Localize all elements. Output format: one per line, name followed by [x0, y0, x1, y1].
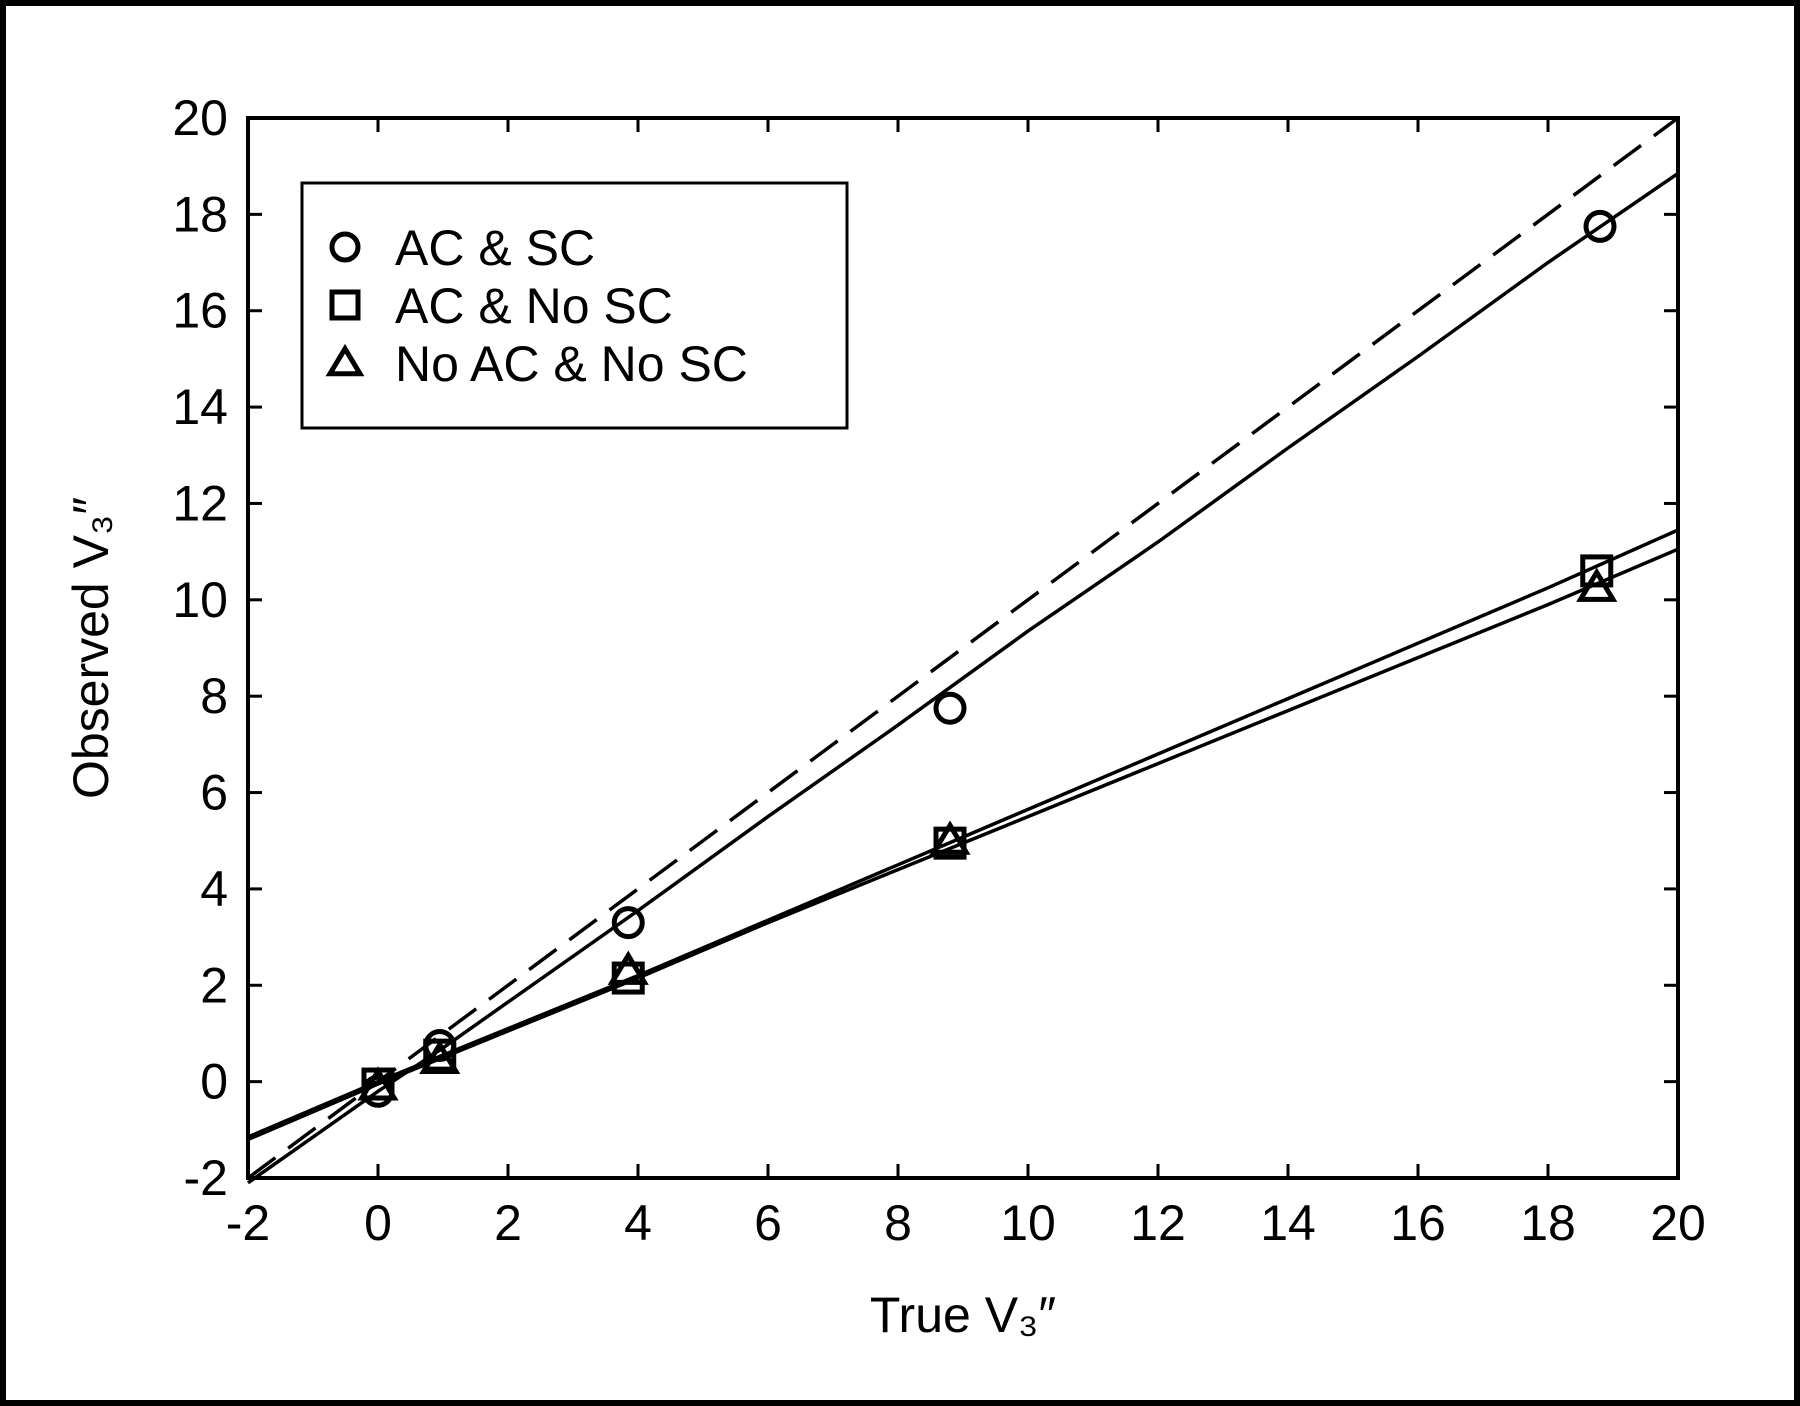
x-tick-label: 18: [1520, 1195, 1576, 1251]
circle-marker: [1583, 209, 1617, 243]
triangle-marker: [607, 950, 649, 985]
legend-square-icon: [329, 289, 361, 321]
circle-marker: [611, 906, 645, 940]
y-tick-label: 8: [200, 668, 228, 724]
y-tick-label: 6: [200, 765, 228, 821]
x-tick-label: 4: [624, 1195, 652, 1251]
x-axis-label: True V₃″: [870, 1287, 1056, 1343]
legend-label: AC & No SC: [395, 278, 673, 334]
triangle-marker: [419, 1039, 461, 1075]
x-tick-label: -2: [226, 1195, 270, 1251]
legend-box: [300, 181, 849, 430]
y-axis-label: Observed V₃″: [63, 497, 119, 799]
x-tick-label: 10: [1000, 1195, 1056, 1251]
y-tick-label: 10: [172, 572, 228, 628]
y-tick-label: 18: [172, 186, 228, 242]
y-tick-label: 12: [172, 475, 228, 531]
y-tick-label: 16: [172, 283, 228, 339]
square-marker: [1580, 554, 1614, 588]
y-tick-label: 20: [172, 90, 228, 146]
identity-reference-line: [246, 116, 1680, 1180]
plot-area: [246, 116, 1680, 1180]
x-tick-label: 16: [1390, 1195, 1446, 1251]
x-tick-label: 2: [494, 1195, 522, 1251]
x-tick-label: 14: [1260, 1195, 1316, 1251]
data-markers: [357, 209, 1618, 1108]
y-tick-label: -2: [184, 1150, 228, 1206]
triangle-marker: [1576, 567, 1618, 602]
circle-marker: [933, 691, 967, 725]
x-tick-label: 0: [364, 1195, 392, 1251]
x-tick-label: 8: [884, 1195, 912, 1251]
y-tick-label: 0: [200, 1054, 228, 1110]
y-tick-label: 4: [200, 861, 228, 917]
legend-label: No AC & No SC: [395, 336, 748, 392]
legend-label: AC & SC: [395, 220, 595, 276]
y-tick-label: 14: [172, 379, 228, 435]
legend-triangle-icon: [325, 343, 365, 377]
triangle-marker: [929, 820, 971, 855]
y-axis: -2 0 2 4 6 8 10 12 14 16 18 20: [172, 90, 1678, 1206]
x-axis: -2 0 2 4 6 8 10 12 14 16 18 20: [226, 118, 1706, 1251]
x-tick-label: 20: [1650, 1195, 1706, 1251]
legend-circle-icon: [329, 231, 361, 263]
x-tick-label: 12: [1130, 1195, 1186, 1251]
y-tick-label: 2: [200, 957, 228, 1013]
triangle-marker: [357, 1066, 399, 1101]
x-tick-label: 6: [754, 1195, 782, 1251]
